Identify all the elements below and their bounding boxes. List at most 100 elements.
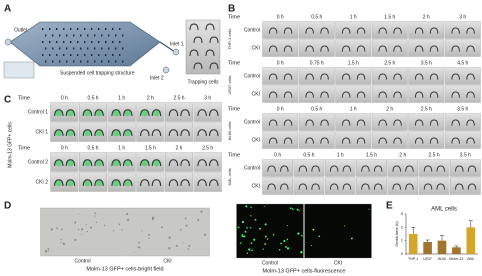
trap [466, 27, 475, 34]
outlet [4, 38, 12, 46]
trap-dot [112, 41, 114, 43]
trap [423, 165, 433, 172]
trap [305, 119, 314, 126]
chip-label: Suspended cell trapping structure [60, 70, 135, 76]
micrograph [79, 152, 107, 172]
micrograph [298, 67, 335, 85]
trap [111, 179, 121, 187]
trap [393, 73, 402, 80]
trap [283, 91, 293, 98]
x-tick-label: AML [467, 257, 474, 261]
trap-dot [77, 41, 79, 43]
time-header: Time [18, 145, 30, 151]
trap [451, 73, 460, 80]
trap-dot [98, 54, 100, 56]
micrograph [387, 177, 419, 195]
trap [267, 183, 276, 190]
image-caption: Trapping cells [188, 79, 219, 85]
trap [329, 183, 339, 190]
trap [305, 27, 314, 34]
error-bar [468, 220, 473, 228]
time-header: Time [228, 152, 240, 158]
micrograph [371, 67, 408, 85]
micrograph [193, 152, 222, 172]
micrograph [335, 113, 372, 131]
trap [356, 119, 366, 126]
time-label: 2.5 h [421, 106, 432, 112]
gfp-cell [249, 226, 252, 229]
gfp-cell [283, 239, 286, 243]
trap [341, 73, 351, 80]
gfp-cell [312, 228, 315, 231]
traps [189, 23, 219, 70]
trap-dot [49, 41, 51, 43]
cell [44, 250, 48, 253]
cell [188, 244, 191, 247]
time-label: 3.5 h [457, 106, 468, 112]
micrograph [418, 177, 450, 195]
trap [378, 137, 387, 144]
gfp-cell [124, 129, 132, 137]
trap [320, 27, 329, 34]
gfp-cell [264, 223, 267, 226]
trap [305, 73, 314, 80]
trap [65, 129, 76, 137]
trap [373, 165, 383, 172]
trap [429, 45, 439, 52]
gfp-cell [95, 179, 103, 187]
gfp-cell [262, 248, 264, 250]
trap-dot [94, 34, 96, 37]
cell [60, 238, 62, 241]
gfp-cell [291, 208, 294, 211]
micrograph [408, 113, 445, 131]
chip-label: Inlet 1 [170, 41, 184, 47]
trap [429, 119, 439, 126]
cell [153, 217, 155, 219]
inlet [162, 66, 170, 74]
trap [298, 165, 308, 172]
trap [283, 119, 293, 126]
cell [197, 218, 200, 222]
trap [320, 73, 329, 80]
micrograph [335, 39, 372, 57]
micrograph [50, 122, 79, 142]
panel-label: B [228, 4, 235, 15]
micrograph [450, 159, 481, 177]
micrograph [262, 21, 299, 39]
cell [121, 228, 123, 231]
image-caption: Control [74, 258, 90, 264]
trap-dot [101, 60, 103, 63]
panel-label: A [4, 4, 11, 15]
trap [393, 45, 402, 52]
time-label: 0.5 h [87, 95, 98, 101]
trap-dot [63, 41, 65, 43]
trap [451, 119, 460, 126]
trap-dot [98, 41, 100, 43]
gfp-cell [318, 235, 321, 238]
trap [429, 137, 439, 144]
micrograph [193, 172, 222, 192]
trap-dot [56, 54, 58, 56]
trap [123, 159, 133, 167]
micrograph [293, 159, 325, 177]
cell [77, 228, 80, 231]
trap-dot [77, 54, 79, 56]
image-caption: Control [262, 260, 278, 266]
trap-dot [101, 34, 103, 37]
trap [392, 183, 401, 190]
micrograph [107, 172, 136, 192]
time-label: 3.5 h [460, 152, 471, 158]
trap [111, 129, 121, 137]
trap [205, 49, 215, 57]
gfp-cell [124, 159, 132, 167]
gfp-cell [245, 205, 248, 208]
gfp-cell [250, 242, 253, 244]
time-label: 0.5 h [303, 152, 314, 158]
chip-label: Outlet [14, 27, 28, 33]
trap-dot [59, 60, 61, 63]
trap [268, 27, 278, 34]
trap-dot [91, 28, 93, 30]
error-bar [411, 227, 416, 234]
trap [320, 91, 329, 98]
trap [65, 179, 76, 187]
